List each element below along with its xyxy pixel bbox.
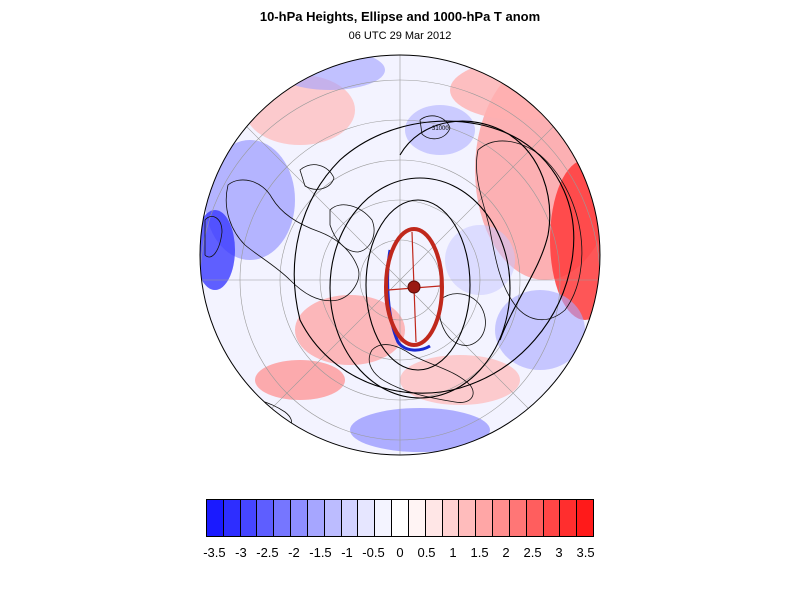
colorbar-segment bbox=[341, 500, 359, 536]
colorbar-segment bbox=[291, 500, 308, 536]
ellipse-center-marker bbox=[407, 280, 421, 294]
colorbar-label: -1.5 bbox=[309, 545, 332, 560]
colorbar-label: -2.5 bbox=[256, 545, 279, 560]
colorbar-segment bbox=[375, 500, 393, 536]
colorbar-segment bbox=[493, 500, 510, 536]
height-contour bbox=[365, 199, 471, 371]
colorbar-segment bbox=[543, 500, 561, 536]
colorbar-label: 2.5 bbox=[523, 545, 542, 560]
colorbar-segment bbox=[240, 500, 258, 536]
cold-anomaly-region bbox=[495, 290, 585, 370]
colorbar bbox=[206, 499, 594, 537]
cold-anomaly-region bbox=[405, 105, 475, 155]
colorbar-segment bbox=[307, 500, 325, 536]
colorbar-label: -0.5 bbox=[362, 545, 385, 560]
colorbar-label: 0 bbox=[396, 545, 404, 560]
colorbar-label: 1 bbox=[449, 545, 457, 560]
colorbar-label: -3 bbox=[235, 545, 247, 560]
colorbar-label: 0.5 bbox=[417, 545, 436, 560]
globe-outline bbox=[199, 54, 601, 456]
colorbar-segment bbox=[560, 500, 578, 536]
colorbar-segment bbox=[459, 500, 477, 536]
height-contour bbox=[329, 177, 511, 399]
warm-anomaly-region bbox=[450, 60, 590, 120]
colorbar-labels: -3.5 -3 -2.5 -2 -1.5 -1 -0.5 0 0.5 1 1.5 2 2.5 3 3.5 bbox=[0, 545, 800, 563]
colorbar-label: 3.5 bbox=[576, 545, 595, 560]
cold-anomaly-region bbox=[445, 225, 515, 295]
plot-subtitle: 06 UTC 29 Mar 2012 bbox=[348, 30, 452, 42]
cold-anomaly-region bbox=[275, 55, 385, 90]
colorbar-segment bbox=[324, 500, 342, 536]
height-contours bbox=[293, 120, 575, 399]
colorbar-label: 2 bbox=[502, 545, 510, 560]
contour-label: 31000 bbox=[432, 126, 449, 132]
colorbar-segment bbox=[408, 500, 426, 536]
colorbar-segment bbox=[207, 500, 224, 536]
height-contour bbox=[399, 120, 551, 341]
height-contour bbox=[293, 120, 575, 394]
colorbar-segment bbox=[223, 500, 241, 536]
colorbar-segment bbox=[442, 500, 460, 536]
colorbar-segment bbox=[425, 500, 443, 536]
colorbar-segment bbox=[509, 500, 527, 536]
colorbar-segment bbox=[476, 500, 494, 536]
colorbar-segment bbox=[577, 500, 594, 536]
cold-anomaly-region bbox=[350, 408, 490, 452]
plot-title: 10-hPa Heights, Ellipse and 1000-hPa T a… bbox=[259, 9, 541, 24]
vortex-ellipse-group bbox=[384, 227, 444, 352]
colorbar-segment bbox=[392, 500, 409, 536]
colorbar-segment bbox=[358, 500, 376, 536]
colorbar-label: -2 bbox=[288, 545, 300, 560]
colorbar-label: -1 bbox=[341, 545, 353, 560]
colorbar-label: 1.5 bbox=[470, 545, 489, 560]
colorbar-label: -3.5 bbox=[203, 545, 226, 560]
colorbar-segment bbox=[257, 500, 275, 536]
colorbar-label: 3 bbox=[555, 545, 563, 560]
colorbar-segment bbox=[274, 500, 292, 536]
fitted-ellipse bbox=[384, 227, 444, 347]
colorbar-segment bbox=[526, 500, 544, 536]
